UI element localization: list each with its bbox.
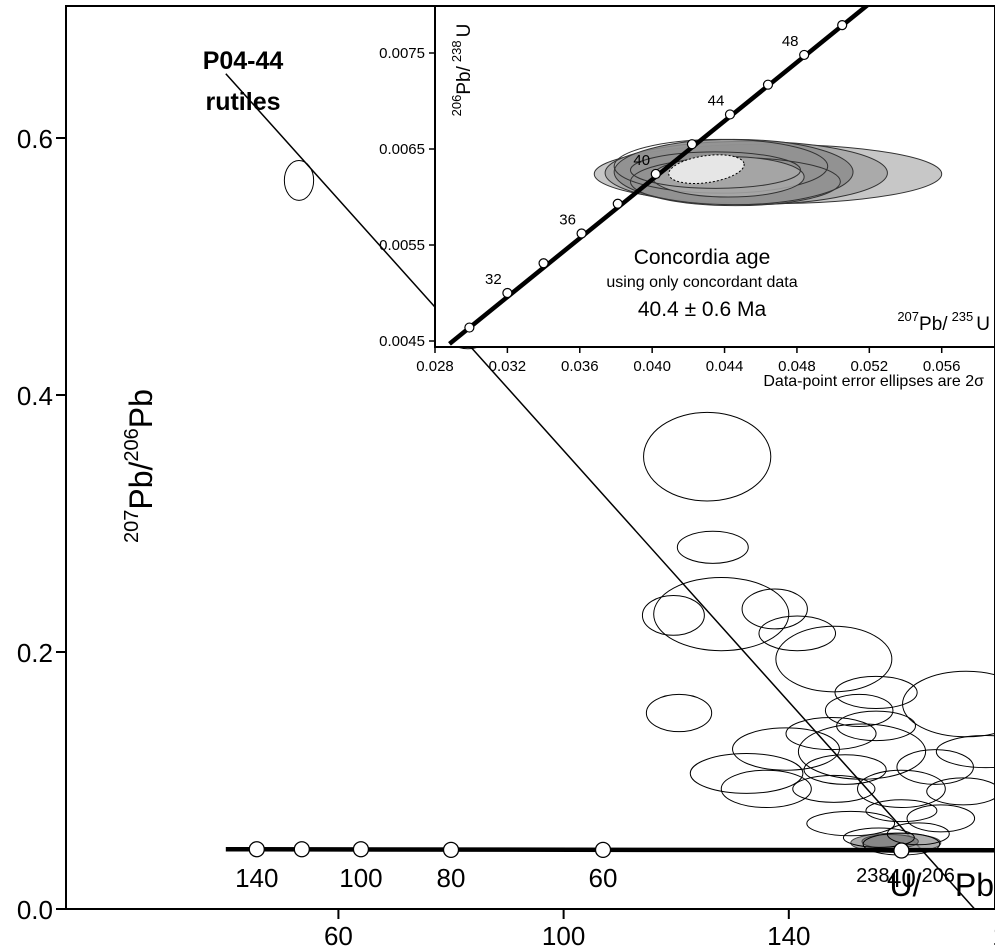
data-ellipse [785,717,877,751]
inset-axes: 32 36 40 44 48 0.028 0.032 0.036 0.040 0.044 0.048… [379,33,960,375]
inset-x-tick-label: 0.036 [561,358,599,375]
concordia-age-marker [293,841,310,858]
data-ellipse [926,777,995,806]
inset-age-label: 40 [633,152,650,169]
concordia-age-label: 140 [235,863,278,893]
inset-y-tick-label: 0.0055 [379,237,425,254]
inset-plot-area [448,6,943,346]
data-ellipse [935,735,995,769]
concordia-age-value: 40.4 ± 0.6 Ma [638,298,767,321]
inset-x-tick-label: 0.056 [923,358,961,375]
data-ellipse [902,670,995,738]
data-ellipse [720,769,812,808]
y-tick-label: 0.6 [17,124,53,154]
inset-age-marker [837,20,848,31]
data-ellipse [806,810,896,837]
concordia-age-marker [442,841,460,859]
data-ellipse [645,693,713,733]
x-tick-label: 100 [542,921,585,951]
data-ellipse [283,159,315,201]
inset-age-marker [612,198,623,209]
inset-age-marker [724,109,736,120]
concordia-age-marker [893,842,910,859]
inset-age-label: 44 [708,92,725,109]
inset-age-label: 48 [782,33,799,50]
concordia-age-label: 80 [437,863,466,893]
x-tick-label: 140 [767,921,810,951]
concordia-curve [225,846,995,853]
inset-ellipse [629,151,802,189]
main-axes: 140100806040601001401800.00.20.40.6 [17,124,995,951]
data-ellipse [643,411,772,502]
data-ellipse [653,576,790,652]
data-ellipse [689,753,804,794]
x-tick-label: 60 [324,921,353,951]
concordia-age-label: 60 [589,863,618,893]
data-ellipse [758,615,837,652]
inset-y-tick-label: 0.0065 [379,141,425,158]
inset-y-tick-label: 0.0075 [379,45,425,62]
data-ellipse [896,749,974,785]
inset-age-marker [464,322,475,333]
inset-age-marker [538,258,549,269]
data-ellipse [792,774,876,803]
data-ellipse [641,594,705,636]
svg-text:207Pb/206Pb: 207Pb/206Pb [121,389,159,543]
inset-age-label: 32 [485,271,502,288]
inset-age-marker [650,168,661,180]
concordia-age-marker [248,841,265,858]
svg-text:206Pb/238U: 206Pb/238U [449,24,475,117]
inset-age-marker [686,139,698,150]
inset-x-tick-label: 0.032 [489,358,527,375]
inset-x-tick-label: 0.028 [416,358,454,375]
inset-y-tick-label: 0.0045 [379,333,425,350]
data-ellipse [834,675,918,710]
inset-age-label: 36 [559,211,576,228]
main-plot-area [225,73,995,909]
chart-title-line2: rutiles [205,88,280,116]
concordia-age-marker [594,841,612,859]
data-ellipse [906,804,976,833]
concordia-age-marker [352,841,370,858]
concordia-age-label: 40 [887,863,916,893]
data-ellipse [856,769,946,808]
y-tick-label: 0.0 [17,895,53,925]
y-axis-label: 207Pb/206Pb [121,389,159,543]
y-tick-label: 0.4 [17,381,53,411]
data-ellipse [732,727,840,771]
data-ellipse [824,693,894,728]
inset-age-marker [502,287,513,299]
data-ellipse [797,723,927,780]
y-tick-label: 0.2 [17,638,53,668]
data-ellipse [803,754,887,785]
data-ellipse [865,799,938,823]
concordia-age-label: 100 [339,863,382,893]
inset-x-tick-label: 0.044 [706,358,744,375]
data-ellipse [842,827,915,848]
x-axis-label: 238U/206Pb [856,865,994,903]
inset-x-axis-label: 207Pb/235 U [897,309,990,335]
data-ellipse [741,588,808,630]
inset-age-marker [799,49,810,61]
x-tick-label: 180 [992,921,995,951]
inset-x-tick-label: 0.048 [778,358,816,375]
chart-title-line1: P04-44 [203,47,284,75]
inset-x-tick-label: 0.040 [633,358,671,375]
ellipse-caption: Data-point error ellipses are 2σ [763,373,984,390]
discordia-line [225,73,976,909]
data-ellipse [775,625,893,693]
inset-age-marker [762,79,774,90]
concordia-age-subtitle: using only concordant data [606,274,797,291]
inset-x-tick-label: 0.052 [851,358,889,375]
concordia-age-title: Concordia age [634,246,771,269]
inset-age-marker [576,228,587,239]
data-ellipse [676,530,749,564]
inset-y-axis-label: 206Pb/238U [449,24,475,117]
